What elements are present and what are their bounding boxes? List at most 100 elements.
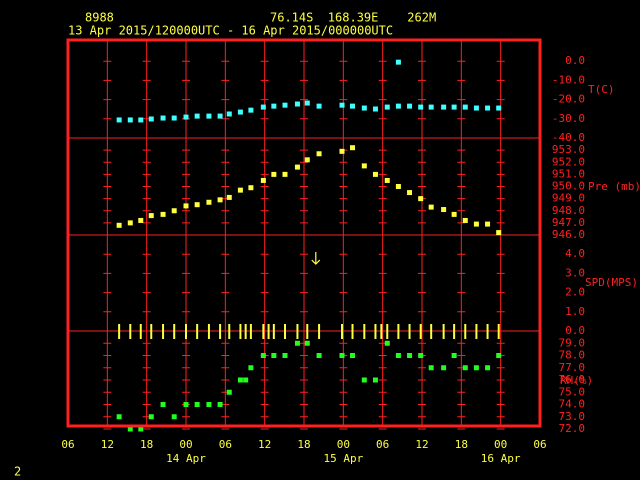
y-tick-label: 2.0 bbox=[565, 286, 585, 299]
point bbox=[127, 426, 133, 432]
point bbox=[248, 107, 254, 113]
x-tick-label: 06 bbox=[61, 438, 74, 451]
point bbox=[148, 414, 154, 420]
point bbox=[407, 103, 413, 109]
point bbox=[237, 377, 243, 383]
point bbox=[395, 103, 401, 109]
period: 13 Apr 2015/120000UTC - 16 Apr 2015/0000… bbox=[68, 24, 393, 38]
point bbox=[418, 104, 424, 110]
point bbox=[485, 221, 491, 227]
point bbox=[237, 109, 243, 115]
point bbox=[304, 100, 310, 106]
point bbox=[339, 102, 345, 108]
point bbox=[282, 353, 288, 358]
point bbox=[339, 353, 345, 358]
y-axis-label: SPD(MPS) bbox=[585, 276, 638, 289]
point bbox=[183, 402, 189, 407]
point bbox=[116, 222, 122, 228]
point bbox=[428, 204, 434, 210]
x-tick-label: 06 bbox=[219, 438, 232, 451]
point bbox=[462, 217, 468, 223]
y-tick-label: 948.0 bbox=[552, 204, 585, 217]
y-axis-label: T(C) bbox=[588, 83, 615, 96]
point bbox=[473, 221, 479, 227]
y-tick-label: 73.0 bbox=[559, 410, 586, 423]
y-tick-label: -30.0 bbox=[552, 112, 585, 125]
point bbox=[485, 365, 491, 371]
y-tick-label: 952.0 bbox=[552, 155, 585, 168]
point bbox=[171, 115, 177, 121]
point bbox=[282, 102, 288, 108]
point bbox=[206, 402, 212, 407]
y-tick-label: 78.0 bbox=[559, 349, 586, 362]
point bbox=[148, 116, 154, 122]
point bbox=[294, 164, 300, 170]
y-tick-label: 76.0 bbox=[559, 373, 586, 386]
point bbox=[271, 103, 277, 109]
point bbox=[350, 353, 356, 358]
point bbox=[138, 117, 144, 123]
point bbox=[372, 377, 378, 383]
y-tick-label: 951.0 bbox=[552, 167, 585, 180]
point bbox=[316, 151, 322, 157]
point bbox=[339, 148, 345, 154]
point bbox=[350, 145, 356, 151]
point bbox=[395, 353, 401, 358]
point bbox=[194, 113, 200, 119]
point bbox=[451, 353, 457, 358]
point bbox=[282, 171, 288, 177]
point bbox=[260, 177, 266, 183]
y-tick-label: 950.0 bbox=[552, 180, 585, 193]
station-id: 8988 bbox=[85, 11, 114, 25]
x-tick-label: 12 bbox=[101, 438, 114, 451]
point bbox=[116, 414, 122, 420]
point bbox=[316, 103, 322, 109]
point bbox=[441, 365, 447, 371]
point bbox=[243, 377, 249, 383]
point bbox=[361, 163, 367, 169]
point bbox=[160, 402, 166, 407]
point bbox=[237, 187, 243, 193]
y-tick-label: 1.0 bbox=[565, 305, 585, 318]
point bbox=[226, 194, 232, 200]
point bbox=[428, 365, 434, 371]
point bbox=[226, 111, 232, 117]
point bbox=[127, 220, 133, 226]
point bbox=[496, 353, 502, 358]
point bbox=[316, 353, 322, 358]
point bbox=[171, 208, 177, 214]
point bbox=[183, 114, 189, 120]
point bbox=[160, 211, 166, 217]
y-tick-label: 946.0 bbox=[552, 228, 585, 241]
y-tick-label: 79.0 bbox=[559, 336, 586, 349]
point bbox=[372, 106, 378, 112]
point bbox=[248, 185, 254, 191]
point bbox=[138, 426, 144, 432]
y-axis-label: RH(%) bbox=[560, 374, 593, 387]
point bbox=[384, 177, 390, 183]
point bbox=[473, 105, 479, 111]
point bbox=[304, 340, 310, 346]
point bbox=[217, 402, 223, 407]
point bbox=[496, 105, 502, 111]
plot-border bbox=[66, 38, 542, 428]
point bbox=[217, 113, 223, 119]
x-tick-label: 00 bbox=[494, 438, 507, 451]
point bbox=[260, 104, 266, 110]
point bbox=[294, 340, 300, 346]
point bbox=[496, 230, 502, 236]
point bbox=[217, 197, 223, 203]
point bbox=[271, 171, 277, 177]
y-tick-label: 953.0 bbox=[552, 143, 585, 156]
point bbox=[148, 213, 154, 219]
point bbox=[206, 199, 212, 205]
point bbox=[206, 113, 212, 119]
point bbox=[127, 117, 133, 123]
x-tick-label: 18 bbox=[140, 438, 153, 451]
y-tick-label: 0.0 bbox=[565, 324, 585, 337]
point bbox=[395, 59, 401, 65]
x-tick-label: 18 bbox=[455, 438, 468, 451]
point bbox=[194, 202, 200, 208]
point bbox=[485, 105, 491, 111]
x-tick-label: 06 bbox=[533, 438, 546, 451]
